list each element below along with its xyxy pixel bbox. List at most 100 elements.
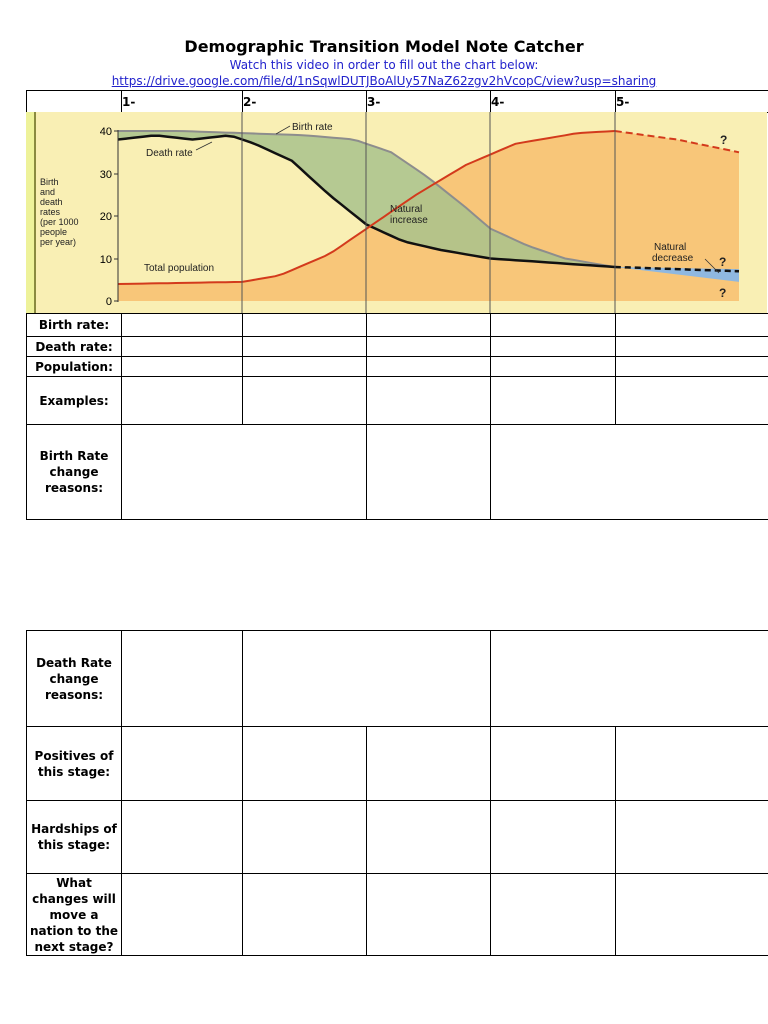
death-reasons-stage-4-5-cell[interactable] <box>490 630 768 727</box>
y-tick-label: 10 <box>100 254 112 266</box>
demographic-transition-chart: 40 30 20 10 0 Birth and death rates (per… <box>26 112 767 313</box>
natural-increase-area <box>118 131 739 272</box>
population-stage-2-cell[interactable] <box>242 356 367 377</box>
table-row: Death Rate change reasons: <box>26 630 768 727</box>
hardships-label-line: Hardships of <box>31 822 117 836</box>
stage-dividers <box>241 112 616 313</box>
y-tick-label: 0 <box>106 296 112 308</box>
hardships-stage-5-cell[interactable] <box>615 800 768 874</box>
birth-rate-label: Birth rate: <box>26 313 122 337</box>
y-axis-title: Birth and death rates (per 1000 people p… <box>40 177 79 247</box>
changes-stage-2-cell[interactable] <box>242 873 367 956</box>
examples-stage-5-cell[interactable] <box>615 376 768 425</box>
birth-reasons-label-line: change <box>49 465 99 479</box>
birth-rate-leader <box>275 125 291 135</box>
y-axis: 40 30 20 10 0 <box>100 126 119 308</box>
examples-stage-2-cell[interactable] <box>242 376 367 425</box>
natural-increase-annotation: Natural <box>390 204 422 215</box>
examples-stage-1-cell[interactable] <box>121 376 243 425</box>
birth-rate-stage-3-cell[interactable] <box>366 313 491 337</box>
hardships-stage-2-cell[interactable] <box>242 800 367 874</box>
table-row: Death rate: <box>26 336 768 357</box>
note-catcher-table-bottom: Death Rate change reasons: Positives of … <box>26 630 768 956</box>
chart-annotations: Birth rate Death rate Natural increase N… <box>144 122 720 274</box>
examples-stage-3-cell[interactable] <box>366 376 491 425</box>
y-axis-title-line: Birth <box>40 177 59 187</box>
death-rate-leader <box>195 141 213 151</box>
birth-rate-stage-2-cell[interactable] <box>242 313 367 337</box>
chart-left-strip <box>26 112 36 313</box>
examples-stage-4-cell[interactable] <box>490 376 616 425</box>
instructions-text: Watch this video in order to fill out th… <box>229 58 539 72</box>
y-axis-title-line: and <box>40 187 55 197</box>
birth-reasons-stage-1-2-cell[interactable] <box>121 424 367 520</box>
death-rate-stage-1-cell[interactable] <box>121 336 243 357</box>
page-title: Demographic Transition Model Note Catche… <box>184 37 584 56</box>
death-reasons-label-line: Death Rate <box>36 655 112 670</box>
y-axis-title-line: death <box>40 197 63 207</box>
natural-decrease-leader <box>704 258 720 274</box>
population-stage-5-cell[interactable] <box>615 356 768 377</box>
death-rate-stage-5-cell[interactable] <box>615 336 768 357</box>
stage-header-row: 1- 2- 3- 4- 5- <box>26 90 768 113</box>
positives-label-line: Positives of <box>34 748 114 763</box>
hardships-stage-3-cell[interactable] <box>366 800 491 874</box>
birth-rate-stage-1-cell[interactable] <box>121 313 243 337</box>
hardships-stage-4-cell[interactable] <box>490 800 616 874</box>
hardships-label-line: this stage: <box>37 838 111 852</box>
stage-1-header: 1- <box>121 90 243 113</box>
birth-reasons-stage-3-cell[interactable] <box>366 424 491 520</box>
hardships-stage-1-cell[interactable] <box>121 800 243 874</box>
birth-rate-annotation: Birth rate <box>292 122 333 133</box>
birth-reasons-label-line: Birth Rate <box>39 449 109 463</box>
stage-2-header: 2- <box>242 90 367 113</box>
video-link[interactable]: https://drive.google.com/file/d/1nSqwlDU… <box>111 74 657 88</box>
changes-stage-3-cell[interactable] <box>366 873 491 956</box>
y-tick-label: 30 <box>100 169 112 181</box>
positives-stage-1-cell[interactable] <box>121 726 243 801</box>
birth-reasons-label-line: reasons: <box>44 481 104 495</box>
positives-label: Positives of this stage: <box>26 726 122 801</box>
hardships-label: Hardships of this stage: <box>26 800 122 874</box>
y-axis-title-line: rates <box>40 207 61 217</box>
corner-cell <box>26 90 122 113</box>
death-reasons-label-line: change <box>49 671 99 686</box>
positives-stage-5-cell[interactable] <box>615 726 768 801</box>
death-rate-projection <box>614 265 740 273</box>
birth-rate-stage-5-cell[interactable] <box>615 313 768 337</box>
positives-stage-3-cell[interactable] <box>366 726 491 801</box>
birth-reasons-stage-4-5-cell[interactable] <box>490 424 768 520</box>
population-stage-4-cell[interactable] <box>490 356 616 377</box>
table-row: Birth Rate change reasons: <box>26 424 768 520</box>
stage-4-header: 4- <box>490 90 616 113</box>
death-rate-stage-4-cell[interactable] <box>490 336 616 357</box>
population-label: Population: <box>26 356 122 377</box>
changes-label: What changes will move a nation to the n… <box>26 873 122 956</box>
changes-stage-5-cell[interactable] <box>615 873 768 956</box>
death-rate-stage-3-cell[interactable] <box>366 336 491 357</box>
y-axis-title-line: people <box>40 227 67 237</box>
natural-decrease-annotation: Natural <box>654 242 686 253</box>
positives-stage-4-cell[interactable] <box>490 726 616 801</box>
y-tick-label: 20 <box>100 211 112 223</box>
birth-reasons-label: Birth Rate change reasons: <box>26 424 122 520</box>
positives-stage-2-cell[interactable] <box>242 726 367 801</box>
population-stage-1-cell[interactable] <box>121 356 243 377</box>
y-axis-title-line: per year) <box>40 237 76 247</box>
question-mark: ? <box>719 255 726 269</box>
table-row: Positives of this stage: <box>26 726 768 801</box>
changes-label-line: nation to the <box>29 923 119 938</box>
death-reasons-label-line: reasons: <box>44 687 104 702</box>
examples-label: Examples: <box>26 376 122 425</box>
total-population-annotation: Total population <box>144 263 214 274</box>
table-row: Population: <box>26 356 768 377</box>
population-stage-3-cell[interactable] <box>366 356 491 377</box>
total-population-projection <box>614 130 740 154</box>
changes-stage-1-cell[interactable] <box>121 873 243 956</box>
changes-stage-4-cell[interactable] <box>490 873 616 956</box>
changes-label-line: What <box>56 875 92 890</box>
birth-rate-stage-4-cell[interactable] <box>490 313 616 337</box>
death-reasons-stage-2-3-cell[interactable] <box>242 630 491 727</box>
death-rate-stage-2-cell[interactable] <box>242 336 367 357</box>
death-reasons-stage-1-cell[interactable] <box>121 630 243 727</box>
